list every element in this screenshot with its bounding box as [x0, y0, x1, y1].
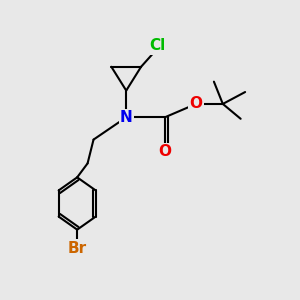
- Text: O: O: [158, 144, 171, 159]
- Text: Cl: Cl: [149, 38, 166, 53]
- Text: O: O: [190, 96, 202, 111]
- Text: Br: Br: [68, 241, 87, 256]
- Text: N: N: [120, 110, 133, 125]
